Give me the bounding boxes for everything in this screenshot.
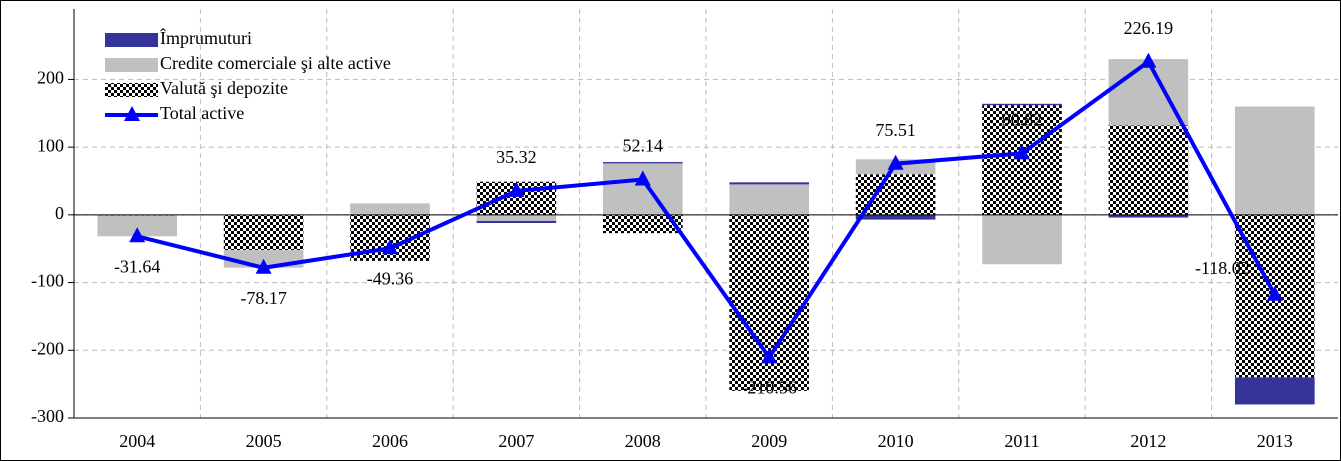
y-tick-label: -100	[31, 271, 64, 291]
bar-segment	[982, 105, 1062, 215]
line-marker	[1140, 52, 1157, 68]
data-label: -118.02	[1195, 258, 1250, 278]
legend-swatch	[105, 83, 158, 97]
legend-label: Credite comerciale şi alte active	[160, 53, 391, 73]
data-label: 90.82	[1002, 109, 1043, 129]
bar-segment	[97, 215, 178, 237]
y-tick-label: -200	[31, 338, 64, 358]
bar-segment	[729, 184, 810, 215]
line-marker	[634, 170, 651, 186]
bar-segment	[729, 214, 810, 391]
data-label: -31.64	[114, 256, 161, 276]
x-tick-label: 2006	[372, 431, 408, 451]
bar-segment	[350, 203, 430, 215]
bar-segment	[855, 214, 936, 220]
line-marker	[255, 258, 272, 274]
bar-segment	[1108, 214, 1189, 218]
x-tick-label: 2004	[119, 431, 155, 451]
bar-segment	[1234, 106, 1315, 215]
x-tick-label: 2011	[1004, 431, 1039, 451]
bar-segment	[602, 162, 683, 164]
legend-label: Împrumuturi	[160, 27, 252, 48]
y-tick-label: 100	[37, 135, 64, 155]
line-marker	[887, 154, 904, 170]
y-tick-label: 0	[55, 203, 64, 223]
bar-segment	[729, 182, 810, 185]
line-marker	[382, 239, 398, 255]
x-tick-label: 2005	[246, 431, 282, 451]
bar-segment	[602, 214, 683, 234]
line-marker	[1266, 285, 1283, 301]
legend-swatch	[105, 58, 158, 72]
x-tick-label: 2008	[625, 431, 661, 451]
bar-segment	[855, 174, 936, 215]
bar-segment	[223, 214, 304, 251]
y-tick-label: -300	[31, 406, 64, 426]
legend-marker	[124, 106, 140, 121]
x-tick-label: 2007	[498, 431, 534, 451]
line-marker	[129, 227, 146, 243]
data-label: 35.32	[496, 147, 537, 167]
data-label: 226.19	[1124, 18, 1174, 38]
bar-segment	[1234, 377, 1315, 405]
legend-label: Total active	[160, 103, 244, 123]
data-label: -210.56	[741, 378, 797, 398]
y-tick-label: 200	[37, 68, 64, 88]
bar-segment	[476, 220, 557, 223]
bar-segment	[476, 214, 557, 221]
bar-segment	[982, 214, 1062, 265]
x-tick-label: 2010	[878, 431, 914, 451]
bar-segment	[982, 103, 1062, 106]
legend-swatch	[105, 33, 158, 47]
line-marker	[1014, 144, 1030, 160]
data-label: -78.17	[240, 288, 287, 308]
data-label: 75.51	[875, 120, 916, 140]
x-tick-label: 2009	[751, 431, 787, 451]
x-tick-label: 2012	[1130, 431, 1166, 451]
total-line	[136, 58, 1277, 361]
x-tick-label: 2013	[1257, 431, 1293, 451]
line-marker	[761, 348, 778, 364]
bar-segment	[1108, 125, 1189, 215]
data-label: -49.36	[367, 268, 414, 288]
line-marker	[508, 181, 525, 197]
data-label: 52.14	[623, 136, 664, 156]
legend-label: Valută şi depozite	[160, 78, 288, 98]
